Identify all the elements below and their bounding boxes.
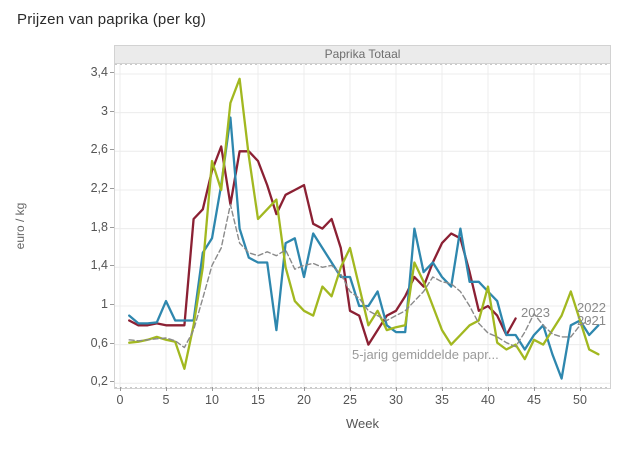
x-tick-mark [442,387,443,391]
x-tick-mark [396,387,397,391]
x-tick-mark [120,387,121,391]
x-tick-label: 15 [251,393,265,407]
y-tick-label: 0,6 [90,335,108,350]
y-tick-mark [110,110,114,112]
y-tick-label: 3 [101,103,108,118]
series-line-2023 [128,145,517,346]
series-line-2022 [128,77,600,370]
series-line-5-jarig-gemiddelde-paprika [128,203,590,349]
x-tick-label: 20 [297,393,311,407]
avg-series-label: 5-jarig gemiddelde papr... [352,347,499,362]
x-tick-mark [534,387,535,391]
y-tick-label: 1 [101,296,108,311]
x-tick-label: 10 [205,393,219,407]
x-tick-mark [258,387,259,391]
y-tick-label: 2,2 [90,180,108,195]
x-tick-label: 0 [116,393,124,407]
y-tick-label: 0,2 [90,374,108,389]
x-tick-mark [350,387,351,391]
x-tick-mark [212,387,213,391]
end-label-2021: 2021 [577,313,606,328]
y-tick-mark [110,381,114,383]
y-tick-mark [110,71,114,73]
plot-area [115,64,610,388]
y-tick-mark [110,226,114,228]
chart-panel: Paprika Totaal [114,45,611,389]
y-tick-label: 3,4 [90,64,108,79]
x-tick-label: 25 [343,393,357,407]
y-tick-label: 2,6 [90,142,108,157]
y-tick-mark [110,187,114,189]
x-tick-labels: 0 5 10 15 20 25 30 35 40 45 50 [115,393,615,409]
series-line-2021 [128,116,600,380]
x-tick-label: 45 [527,393,541,407]
end-label-2022: 2022 [577,300,606,315]
y-tick-mark [110,303,114,305]
x-tick-label: 5 [162,393,170,407]
chart-panel-title: Paprika Totaal [115,46,610,64]
end-label-2023: 2023 [521,305,550,320]
x-tick-label: 40 [481,393,495,407]
x-tick-label: 50 [573,393,587,407]
y-tick-label: 1,4 [90,258,108,273]
x-tick-label: 30 [389,393,403,407]
x-tick-mark [488,387,489,391]
x-tick-label: 35 [435,393,449,407]
y-tick-mark [110,342,114,344]
x-tick-mark [166,387,167,391]
y-axis-title: euro / kg [13,202,27,250]
page-title: Prijzen van paprika (per kg) [17,11,207,28]
x-tick-mark [304,387,305,391]
y-tick-label: 1,8 [90,219,108,234]
y-tick-labels: 0,2 0,6 1 1,4 1,8 2,2 2,6 3 3,4 [58,62,108,388]
y-tick-mark [110,149,114,151]
x-axis-title: Week [346,416,379,431]
y-tick-mark [110,265,114,267]
line-chart [115,64,610,388]
x-tick-mark [580,387,581,391]
